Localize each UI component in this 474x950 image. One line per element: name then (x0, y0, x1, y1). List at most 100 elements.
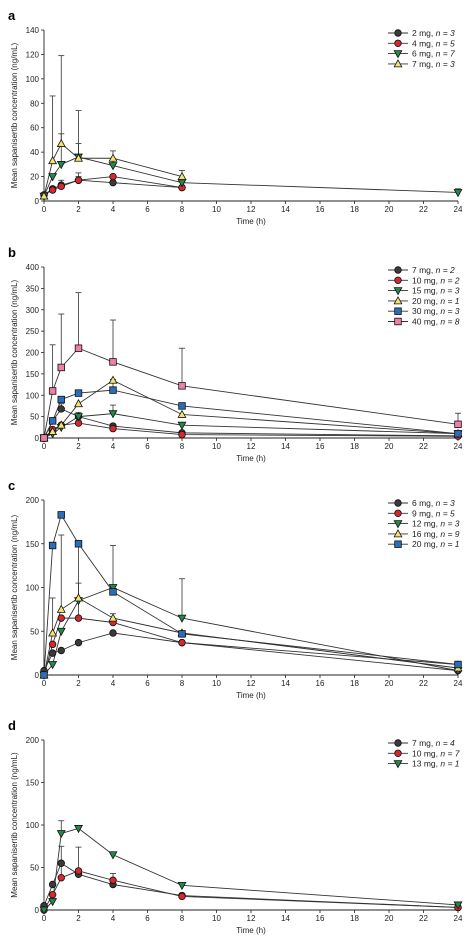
y-tick-label: 40 (30, 148, 39, 157)
data-point (178, 382, 186, 390)
data-point (178, 630, 186, 638)
data-point (177, 881, 187, 891)
legend-dose: 12 mg, (412, 519, 440, 529)
y-tick-label: 200 (26, 736, 40, 745)
data-point (57, 614, 65, 622)
panel-letter: b (8, 245, 16, 260)
data-point (109, 424, 117, 433)
legend-entry: 16 mg, n = 9 (412, 529, 460, 539)
legend-marker (393, 760, 403, 769)
data-point (454, 420, 462, 429)
data-point (56, 604, 66, 613)
x-tick-label: 20 (385, 679, 394, 688)
y-tick-label: 0 (35, 906, 40, 915)
data-point (74, 540, 83, 548)
panel-letter: d (8, 718, 16, 733)
legend-dose: 13 mg, (412, 759, 440, 769)
legend-dose: 7 mg, (412, 59, 436, 69)
data-point (48, 426, 58, 435)
data-point (109, 876, 117, 884)
data-point (56, 160, 66, 170)
data-point (74, 389, 83, 397)
data-point (74, 593, 83, 602)
legend-dose: 6 mg, (412, 498, 436, 508)
x-tick-label: 20 (385, 914, 394, 923)
x-tick-label: 14 (281, 679, 290, 688)
legend-marker (394, 276, 402, 284)
y-tick-label: 50 (30, 627, 39, 636)
legend-marker (394, 317, 402, 326)
x-tick-label: 8 (180, 205, 185, 214)
legend-dose: 9 mg, (412, 508, 436, 518)
x-tick-label: 22 (419, 679, 428, 688)
data-point (48, 417, 57, 425)
y-tick-label: 100 (26, 75, 40, 84)
data-point (108, 162, 118, 171)
x-tick-label: 2 (76, 205, 81, 214)
data-point (56, 627, 66, 637)
x-tick-label: 6 (145, 914, 150, 923)
data-point (108, 613, 118, 622)
x-axis-title: Time (h) (236, 454, 266, 463)
series-line (43, 413, 459, 439)
y-tick-label: 100 (26, 821, 40, 830)
data-point (40, 671, 48, 679)
data-point (109, 386, 117, 394)
x-tick-label: 2 (76, 442, 81, 451)
data-point (454, 660, 462, 669)
x-tick-label: 8 (180, 679, 185, 688)
series-line (43, 156, 459, 197)
legend-dose: 20 mg, (412, 539, 440, 549)
x-tick-label: 4 (111, 914, 116, 923)
data-point (109, 629, 117, 637)
data-point (56, 830, 66, 839)
data-point (177, 421, 187, 430)
x-tick-label: 10 (212, 679, 221, 688)
data-point (57, 646, 65, 655)
series-line (43, 513, 459, 676)
data-point (56, 138, 66, 147)
x-tick-label: 22 (419, 205, 428, 214)
y-tick-label: 200 (26, 496, 40, 505)
y-axis-title: Mean sapanisertib concentration (ng/mL) (10, 752, 19, 898)
y-tick-label: 120 (26, 50, 40, 59)
data-point (177, 171, 187, 180)
legend-n: n = 1 (440, 296, 459, 306)
x-tick-label: 14 (281, 914, 290, 923)
data-point (57, 874, 65, 882)
x-tick-label: 16 (316, 205, 325, 214)
data-point (108, 410, 118, 419)
legend-entry: 20 mg, n = 1 (412, 296, 460, 306)
series-line (43, 597, 459, 676)
series-line (43, 379, 459, 439)
y-tick-label: 50 (30, 413, 39, 422)
series-line (43, 587, 459, 676)
legend-marker (394, 739, 402, 747)
legend-n: n = 7 (436, 49, 455, 59)
x-tick-label: 14 (281, 205, 290, 214)
series-line (43, 422, 459, 439)
x-tick-label: 12 (247, 205, 256, 214)
legend-n: n = 3 (436, 28, 455, 38)
legend-entry: 20 mg, n = 1 (412, 539, 460, 549)
legend-dose: 4 mg, (412, 38, 436, 48)
x-tick-label: 2 (76, 914, 81, 923)
y-tick-label: 150 (26, 370, 40, 379)
series-line (43, 827, 459, 911)
x-tick-label: 6 (145, 205, 150, 214)
legend-entry: 2 mg, n = 3 (412, 28, 455, 38)
series-line (43, 617, 459, 676)
legend-entry: 7 mg, n = 4 (412, 738, 455, 748)
x-tick-label: 18 (350, 914, 359, 923)
legend-marker (393, 287, 403, 296)
y-tick-label: 400 (26, 263, 40, 272)
legend-marker (393, 59, 403, 68)
x-tick-label: 14 (281, 442, 290, 451)
x-tick-label: 8 (180, 914, 185, 923)
legend-marker (393, 50, 403, 59)
legend-marker (394, 29, 402, 37)
x-tick-label: 18 (350, 442, 359, 451)
legend-entry: 7 mg, n = 3 (412, 59, 455, 69)
data-point (453, 189, 463, 198)
y-tick-label: 250 (26, 327, 40, 336)
